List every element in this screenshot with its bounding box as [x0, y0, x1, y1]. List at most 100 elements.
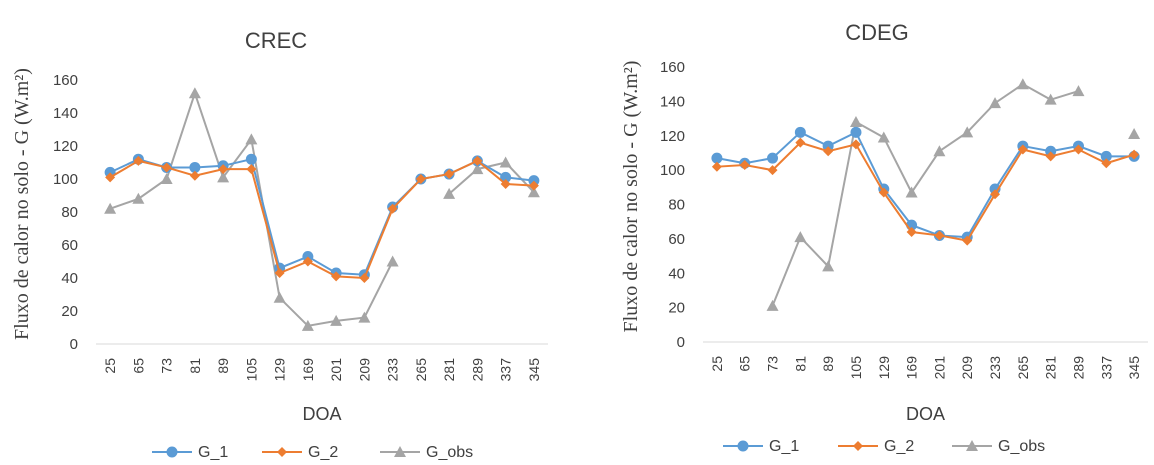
x-tick-label: 345 [526, 358, 542, 382]
series-line [716, 130, 1135, 239]
x-tick-label: 89 [820, 356, 836, 372]
x-tick-label: 233 [385, 358, 401, 382]
series-g-2 [105, 155, 539, 283]
y-tick-label: 20 [668, 300, 685, 317]
data-point [822, 260, 835, 272]
data-point [1045, 151, 1056, 162]
data-point [795, 137, 806, 148]
legend-label: G_1 [769, 438, 799, 455]
data-point [189, 170, 200, 181]
series-line [109, 90, 394, 327]
legend-label: G_2 [884, 438, 914, 455]
x-tick-label: 129 [876, 356, 892, 380]
x-tick-label: 281 [441, 358, 457, 382]
data-point [443, 187, 456, 199]
y-tick-label: 120 [660, 128, 685, 145]
x-tick-label: 25 [709, 356, 725, 372]
data-point [905, 186, 918, 198]
data-point [359, 273, 370, 283]
data-point [331, 271, 342, 282]
data-point [245, 133, 258, 145]
data-point [274, 268, 285, 279]
data-point [358, 311, 371, 323]
data-point [387, 203, 398, 214]
x-tick-label: 65 [130, 358, 146, 374]
data-point [1073, 144, 1084, 155]
data-point [133, 155, 144, 166]
data-point [739, 159, 750, 170]
y-tick-label: 40 [61, 270, 78, 287]
data-point [850, 126, 862, 138]
x-tick-label: 201 [328, 358, 344, 382]
x-tick-label: 169 [904, 356, 920, 380]
x-tick-label: 89 [215, 358, 231, 374]
data-point [472, 155, 483, 166]
data-point [245, 153, 257, 165]
data-point [1128, 128, 1141, 140]
data-point [877, 131, 890, 143]
x-axis-label: DOA [302, 404, 341, 424]
x-tick-label: 81 [187, 358, 203, 374]
series-g-2 [711, 137, 1140, 246]
data-point [767, 165, 778, 176]
data-point [217, 171, 230, 183]
data-point [302, 256, 313, 267]
series-line [771, 83, 1079, 307]
y-tick-label: 80 [61, 204, 78, 221]
data-point [990, 189, 1001, 200]
legend: G_1 G_2 G_obs [152, 444, 473, 461]
x-tick-label: 233 [987, 356, 1003, 380]
data-point [794, 231, 807, 243]
data-point [934, 230, 945, 241]
x-tick-label: 337 [1098, 356, 1114, 380]
x-tick-label: 65 [737, 356, 753, 372]
data-point [104, 202, 117, 214]
legend-marker [853, 441, 863, 451]
y-tick-label: 40 [668, 265, 685, 282]
data-point [415, 174, 426, 184]
data-point [528, 180, 539, 191]
y-tick-label: 120 [53, 138, 78, 155]
legend-marker [966, 440, 978, 451]
data-point [330, 314, 343, 326]
data-point [878, 187, 889, 198]
x-tick-label: 129 [272, 358, 288, 382]
chart-title: CDEG [845, 20, 909, 45]
x-tick-label: 209 [356, 358, 372, 382]
data-point [301, 319, 314, 331]
x-tick-label: 289 [469, 358, 485, 382]
x-axis-label: DOA [906, 404, 945, 424]
data-point [500, 178, 511, 189]
y-tick-label: 140 [53, 105, 78, 122]
data-point [906, 227, 917, 237]
x-tick-label: 265 [1015, 356, 1031, 380]
x-tick-label: 265 [413, 358, 429, 382]
data-point [766, 299, 779, 311]
series-g-obs [766, 78, 1141, 311]
data-point [444, 169, 455, 180]
data-point [1044, 93, 1057, 105]
data-point [850, 139, 861, 150]
data-point [471, 163, 484, 175]
data-point [273, 291, 286, 303]
y-tick-label: 20 [61, 303, 78, 320]
data-point [1072, 85, 1085, 97]
series-g-obs [104, 87, 540, 331]
y-axis-label: Fluxo de calor no solo - G (W.m²) [620, 61, 642, 333]
y-tick-label: 80 [668, 197, 685, 214]
series-line [109, 159, 534, 280]
data-point [105, 172, 116, 183]
data-point [1017, 144, 1028, 155]
y-tick-label: 100 [53, 171, 78, 188]
data-point [386, 255, 399, 267]
chart-panel-2: CDEG Fluxo de calor no solo - G (W.m²) 0 20… [620, 20, 1148, 455]
data-point [1016, 78, 1029, 90]
data-point [218, 164, 229, 175]
data-point [767, 152, 779, 164]
legend-label: G_obs [426, 444, 473, 461]
legend-label: G_2 [308, 444, 338, 461]
data-point [188, 87, 201, 99]
series-g-1 [711, 126, 1140, 243]
